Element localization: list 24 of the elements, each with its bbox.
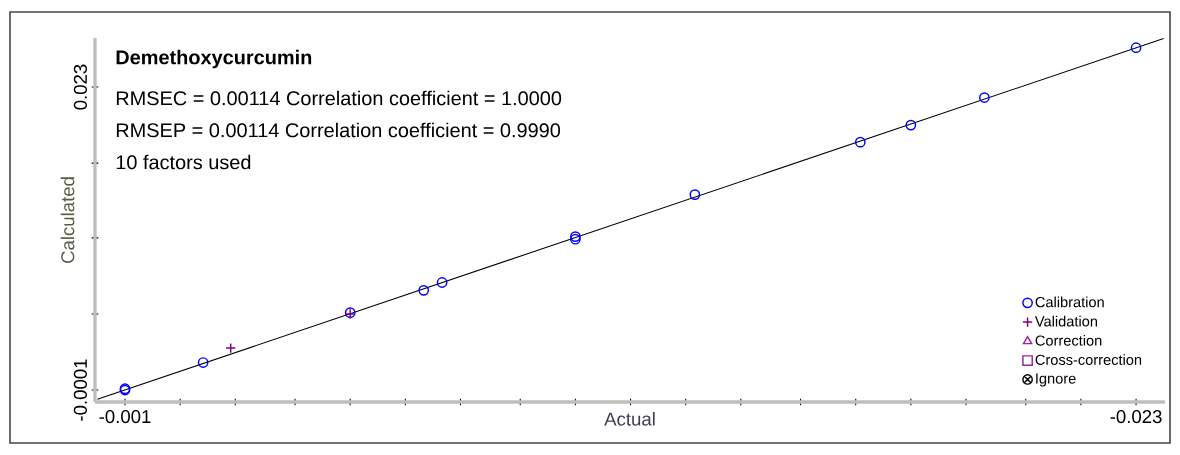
annotation: 10 factors used xyxy=(116,154,251,170)
annotation: RMSEP = 0.00114 Correlation coefficient = 0.9990 xyxy=(116,122,561,138)
point xyxy=(689,189,701,200)
point xyxy=(1130,42,1142,54)
x-tick-label: -0.001 xyxy=(99,410,151,424)
point xyxy=(418,284,430,296)
annotation: RMSEC = 0.00114 Correlation coefficient = 1.0000 xyxy=(116,90,562,106)
point xyxy=(436,277,448,288)
y-axis-title: Calculated xyxy=(60,177,75,263)
x-tick-label: -0.023 xyxy=(1110,410,1162,424)
point xyxy=(854,136,866,148)
text: Demethoxycurcumin xyxy=(116,49,312,69)
y-tick-label: 0.023 xyxy=(73,64,87,110)
x-axis-title: Actual xyxy=(604,412,655,426)
legend-label: Validation xyxy=(1034,315,1097,327)
y-tick-label: -0.0001 xyxy=(73,359,87,421)
legend-label: Correction xyxy=(1035,335,1102,346)
legend-label: Calibration xyxy=(1035,296,1104,308)
point xyxy=(197,357,209,368)
point xyxy=(225,342,237,354)
point xyxy=(905,119,917,131)
legend-label: Ignore xyxy=(1036,373,1076,387)
point xyxy=(979,92,990,103)
legend-label: Cross-correction xyxy=(1035,354,1142,365)
